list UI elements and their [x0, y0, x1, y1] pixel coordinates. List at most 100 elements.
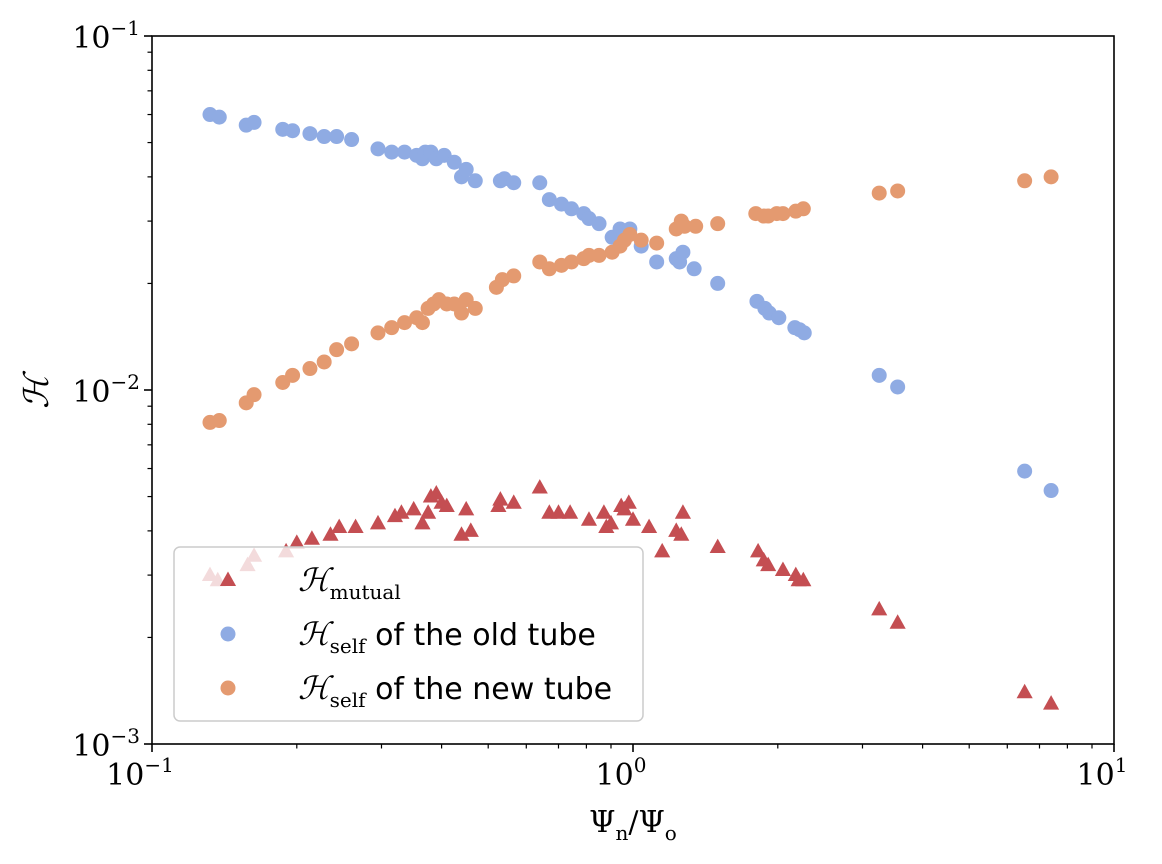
data-point-mutual [1016, 683, 1033, 699]
x-tick-label: 10−1 [106, 753, 174, 793]
data-point-self_old [591, 216, 607, 232]
data-point-self_new [414, 315, 430, 331]
x-axis-title-main2: Ψ [638, 805, 664, 840]
data-point-mutual [550, 504, 567, 519]
data-point-self_old [446, 154, 462, 170]
data-point-self_new [710, 216, 726, 232]
legend-entry-mutual: ℋmutual [219, 561, 401, 604]
data-point-self_old [541, 192, 557, 208]
data-point-self_old [370, 141, 386, 157]
data-point-mutual [674, 504, 692, 519]
legend-entry-self_new: ℋself of the new tube [220, 669, 612, 712]
data-point-self_old [384, 144, 400, 160]
data-point-self_new [211, 413, 227, 429]
data-point-mutual [347, 518, 364, 534]
x-axis-title-main: Ψ [589, 805, 615, 840]
data-point-self_new [649, 235, 665, 251]
data-point-self_new [454, 305, 470, 321]
data-point-self_old [796, 325, 812, 341]
data-point-self_old [564, 201, 580, 217]
data-point-mutual [654, 542, 671, 558]
data-point-self_new [467, 300, 483, 316]
data-point-mutual [438, 497, 455, 513]
y-axis-title: ℋ [17, 370, 57, 409]
data-point-self_old [649, 254, 665, 270]
series-self_old [202, 107, 1059, 499]
data-point-self_old [675, 244, 691, 260]
y-tick-label: 10−1 [72, 16, 140, 56]
data-point-self_new [795, 201, 811, 217]
data-point-mutual [795, 571, 812, 587]
data-point-mutual [505, 494, 522, 509]
data-point-self_old [1017, 463, 1033, 479]
data-point-mutual [428, 485, 445, 500]
data-point-mutual [462, 522, 479, 537]
data-point-mutual [750, 542, 767, 558]
legend-label-mutual: ℋmutual [298, 561, 401, 604]
data-point-self_new [688, 218, 704, 234]
data-point-self_old [771, 310, 787, 326]
legend-marker-self_new [220, 680, 236, 696]
x-tick-label: 101 [1077, 753, 1128, 793]
data-point-mutual [595, 504, 612, 519]
data-point-self_new [316, 354, 332, 370]
y-tick-label: 10−3 [72, 724, 140, 764]
data-point-mutual [624, 511, 642, 526]
data-point-self_old [506, 175, 522, 191]
data-point-mutual [774, 561, 792, 577]
legend-marker-mutual [219, 571, 237, 586]
data-point-self_new [1043, 169, 1059, 185]
data-point-mutual [420, 504, 437, 519]
data-point-self_old [890, 379, 906, 395]
legend-box [173, 546, 644, 722]
data-point-self_new [564, 254, 580, 270]
data-point-mutual [458, 500, 475, 516]
x-axis-title-sub2: o [665, 821, 677, 845]
data-point-mutual [673, 526, 690, 541]
data-point-mutual [405, 500, 422, 516]
data-point-self_new [302, 361, 318, 377]
data-point-self_old [211, 109, 227, 125]
data-point-self_old [329, 129, 345, 145]
data-point-self_new [541, 261, 557, 277]
data-point-self_old [316, 129, 332, 145]
x-axis-title-sub1: n [615, 821, 628, 845]
data-point-self_old [302, 126, 318, 142]
data-point-self_old [710, 275, 726, 291]
x-tick-label: 100 [596, 753, 647, 793]
data-point-self_old [246, 114, 262, 130]
data-point-self_old [285, 123, 301, 139]
data-point-self_new [622, 226, 638, 242]
data-point-mutual [602, 514, 620, 530]
data-point-self_new [775, 206, 791, 222]
data-point-self_old [532, 175, 548, 191]
data-point-self_new [633, 232, 649, 248]
data-point-self_old [467, 173, 483, 189]
data-point-self_new [506, 268, 522, 284]
data-point-self_new [246, 387, 262, 403]
data-point-self_old [871, 367, 887, 383]
ticks-layer: 10−1 100 101 10−3 10−2 10−1 [72, 16, 1127, 793]
x-axis-title-slash: / [628, 805, 639, 840]
data-point-mutual [288, 534, 305, 549]
data-point-mutual [709, 538, 726, 554]
data-point-self_new [890, 183, 906, 199]
data-point-self_old [344, 132, 360, 148]
data-point-mutual [871, 600, 888, 616]
y-tick-label: 10−2 [72, 370, 140, 410]
data-point-self_new [677, 218, 693, 234]
series-self_new [202, 169, 1059, 430]
data-point-self_new [1017, 173, 1033, 189]
legend: ℋmutual ℋself of the old tube ℋself of the… [173, 546, 644, 722]
data-point-self_new [370, 325, 386, 341]
legend-entry-self_old: ℋself of the old tube [220, 615, 596, 658]
data-point-self_new [494, 272, 510, 288]
data-point-mutual [492, 491, 509, 506]
data-point-self_old [686, 261, 702, 277]
data-point-mutual [369, 514, 387, 530]
data-point-mutual [414, 514, 431, 530]
data-point-mutual [620, 494, 637, 509]
x-axis-title: Ψn/Ψo [589, 805, 677, 845]
legend-label-self_old: ℋself of the old tube [298, 615, 596, 658]
